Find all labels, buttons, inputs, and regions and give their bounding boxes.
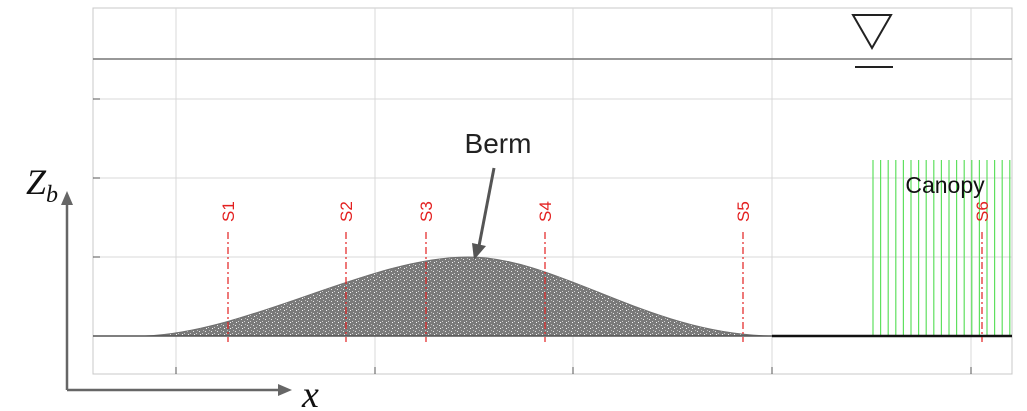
z-axis-symbol: Z	[26, 162, 47, 202]
diagram: S1 S2 S3 S4 S5 S6 Berm Canopy Zb x	[0, 0, 1027, 411]
berm-arrow	[472, 168, 494, 260]
canopy-label: Canopy	[905, 172, 985, 198]
section-label: S6	[973, 201, 992, 222]
page: {"labels": {"berm": "Berm", "canopy": "C…	[0, 0, 1027, 411]
berm	[145, 257, 775, 336]
berm-label: Berm	[465, 128, 532, 159]
z-axis-label: Zb	[26, 162, 58, 208]
section-label: S1	[219, 201, 238, 222]
section-label: S4	[536, 201, 555, 222]
section-label: S5	[734, 201, 753, 222]
section-label: S2	[337, 201, 356, 222]
z-axis-subscript: b	[46, 182, 58, 208]
section-label: S3	[417, 201, 436, 222]
x-axis-label: x	[301, 374, 319, 411]
